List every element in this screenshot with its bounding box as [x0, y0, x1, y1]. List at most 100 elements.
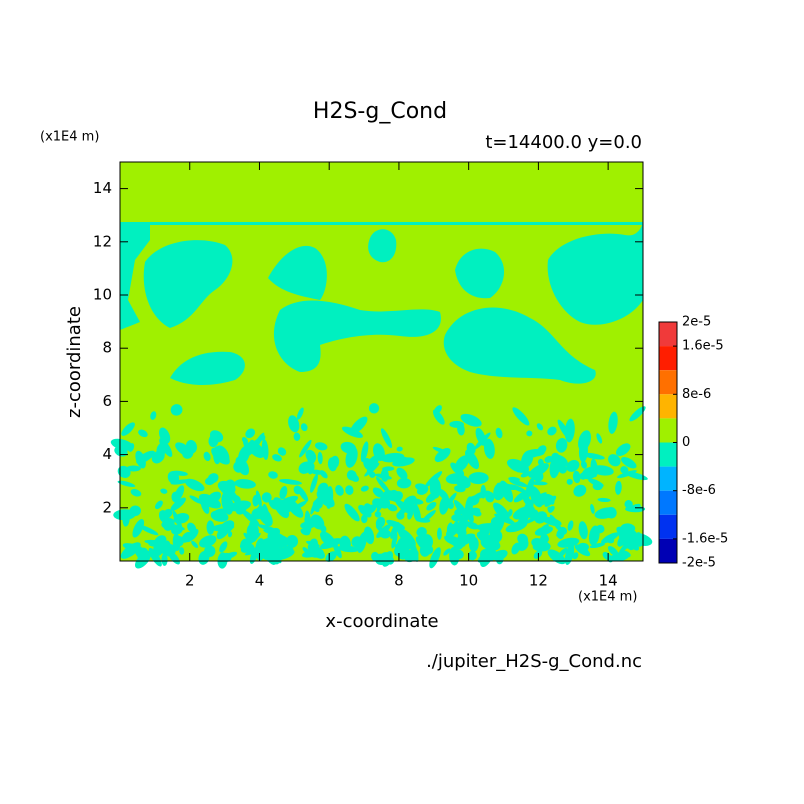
- field-patch: [308, 538, 319, 553]
- field-patch: [465, 509, 474, 523]
- colorbar-tick-label: -8e-6: [682, 483, 716, 498]
- field-patch: [557, 537, 580, 548]
- field-patch: [544, 455, 553, 463]
- field-patch: [466, 442, 476, 455]
- field-patch: [380, 468, 389, 482]
- x-tick-label: 4: [255, 572, 265, 590]
- field-patch: [514, 514, 529, 531]
- field-patch: [553, 457, 561, 466]
- field-patch: [344, 503, 360, 522]
- field-patch: [547, 222, 643, 325]
- field-patch: [596, 433, 603, 444]
- y-tick-label: 2: [102, 498, 112, 516]
- x-tick-label: 10: [459, 572, 478, 590]
- field-patch: [396, 446, 403, 452]
- field-patch: [233, 461, 244, 473]
- field-patch: [264, 551, 276, 565]
- field-patch: [307, 462, 315, 475]
- field-patch: [536, 423, 544, 431]
- field-patch: [368, 403, 380, 414]
- field-patch: [198, 493, 221, 509]
- colorbar-band: [659, 394, 677, 419]
- colorbar-band: [659, 490, 677, 515]
- field-patch: [319, 470, 328, 479]
- field-patch: [364, 504, 377, 515]
- field-patch: [170, 351, 245, 385]
- field-patch: [171, 470, 188, 476]
- x-tick-label: 8: [394, 572, 404, 590]
- field-patch: [302, 547, 310, 554]
- field-patch: [314, 442, 328, 451]
- field-patch: [206, 520, 215, 535]
- field-patch: [199, 535, 217, 548]
- field-patch: [163, 518, 175, 531]
- field-patch: [460, 413, 482, 427]
- colorbar-band: [659, 442, 677, 467]
- field-patch: [449, 420, 465, 428]
- field-patch: [588, 525, 600, 546]
- colorbar-band: [659, 418, 677, 443]
- field-patch: [529, 486, 543, 508]
- source-label: ./jupiter_H2S-g_Cond.nc: [426, 651, 642, 672]
- field-patch: [320, 531, 336, 548]
- field-patch: [483, 438, 495, 459]
- field-patch: [404, 549, 419, 563]
- field-patch: [257, 524, 277, 532]
- field-patch: [379, 529, 391, 539]
- field-patch: [300, 423, 308, 432]
- field-patch: [444, 535, 466, 548]
- field-patch: [465, 521, 479, 530]
- field-patch: [350, 416, 368, 434]
- field-patch: [174, 485, 185, 501]
- field-patch: [132, 519, 145, 538]
- field-patch: [615, 480, 622, 495]
- field-patch: [532, 542, 551, 552]
- colorbar-tick-label: 8e-6: [682, 387, 711, 402]
- field-patch: [404, 502, 416, 513]
- field-patch: [305, 449, 317, 463]
- field-patch: [191, 540, 199, 548]
- y-tick-label: 12: [93, 232, 112, 250]
- plot-frame: [119, 161, 644, 562]
- field-patch: [325, 551, 337, 562]
- field-patch: [288, 415, 300, 433]
- field-patch: [566, 478, 573, 485]
- field-patch: [567, 520, 574, 531]
- field-patch: [530, 481, 548, 486]
- field-patch: [534, 526, 553, 536]
- y-tick-label: 14: [93, 179, 112, 197]
- field-patch: [522, 495, 533, 508]
- field-patch: [360, 441, 369, 463]
- field-patch: [608, 411, 618, 434]
- field-patch: [342, 443, 352, 450]
- colorbar-tick-label: 0: [682, 435, 690, 450]
- field-patch: [443, 548, 451, 556]
- field-patch: [608, 454, 621, 467]
- x-unit: (x1E4 m): [578, 590, 637, 605]
- field-patch: [480, 484, 487, 499]
- field-patch: [211, 508, 227, 520]
- field-patch: [239, 543, 251, 552]
- field-patch: [203, 451, 211, 462]
- field-patch: [122, 510, 130, 527]
- field-patch: [454, 485, 466, 493]
- field-patch: [361, 514, 368, 524]
- field-patch: [279, 537, 289, 547]
- field-patch: [241, 509, 260, 526]
- y-tick-label: 8: [102, 339, 112, 357]
- field-patch: [207, 473, 219, 484]
- field-patch: [293, 432, 301, 441]
- field-patch: [128, 443, 135, 452]
- colorbar-tick-label: 1.6e-5: [682, 339, 724, 354]
- field-patch: [455, 248, 505, 299]
- field-patch: [429, 477, 441, 499]
- field-patch: [589, 542, 605, 549]
- field-patches: [120, 222, 643, 385]
- field-patch: [170, 404, 183, 416]
- field-patch: [263, 529, 284, 538]
- field-patch: [467, 550, 477, 561]
- field-patch: [540, 534, 549, 542]
- field-patch: [592, 482, 603, 491]
- field-patch: [578, 430, 592, 451]
- field-patch: [159, 438, 173, 457]
